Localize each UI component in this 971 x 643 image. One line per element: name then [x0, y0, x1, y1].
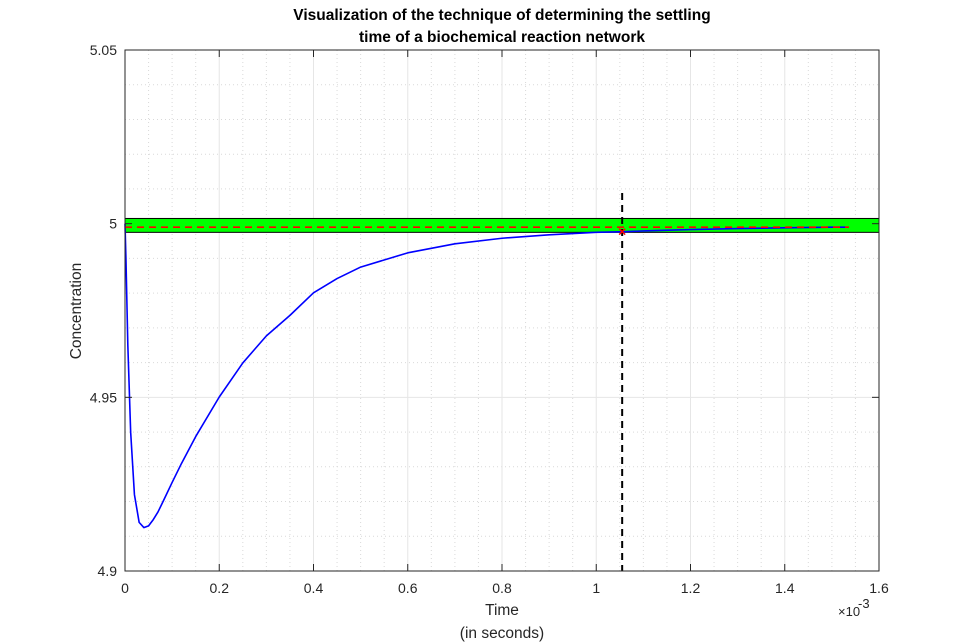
y-tick-label: 5.05 [90, 42, 117, 58]
y-tick-label: 4.9 [98, 563, 118, 579]
y-tick-label: 4.95 [90, 389, 117, 405]
x-tick-label: 0 [121, 580, 129, 596]
x-exponent-power: -3 [858, 596, 870, 611]
x-tick-label: 1.2 [681, 580, 701, 596]
series-line [124, 223, 847, 529]
chart-title-line1: Visualization of the technique of determ… [293, 7, 710, 24]
x-tick-label: 1 [592, 580, 600, 596]
x-tick-label: 1.6 [869, 580, 889, 596]
series-layer [124, 223, 847, 529]
x-axis-label-line1: Time [485, 602, 519, 619]
x-tick-label: 0.4 [304, 580, 324, 596]
settling-band [124, 217, 880, 233]
plot-area [124, 49, 880, 572]
settling-band-layer [124, 217, 880, 233]
y-axis-label: Concentration [68, 263, 85, 360]
x-axis-label-line2: (in seconds) [460, 625, 544, 642]
x-tick-label: 1.4 [775, 580, 795, 596]
x-tick-label: 0.6 [398, 580, 418, 596]
y-tick-labels: 4.9 4.95 5 5.05 [90, 42, 117, 579]
x-tick-label: 0.8 [492, 580, 512, 596]
ticks-layer [124, 49, 880, 572]
x-tick-label: 0.2 [210, 580, 230, 596]
x-tick-labels: 0 0.2 0.4 0.6 0.8 1 1.2 1.4 1.6 [121, 580, 889, 596]
x-exponent-base: ×10 [838, 604, 860, 619]
overlay-layer [125, 193, 849, 571]
y-tick-label: 5 [109, 216, 117, 232]
settling-marker [618, 228, 626, 236]
chart-title-line2: time of a biochemical reaction network [359, 29, 645, 46]
